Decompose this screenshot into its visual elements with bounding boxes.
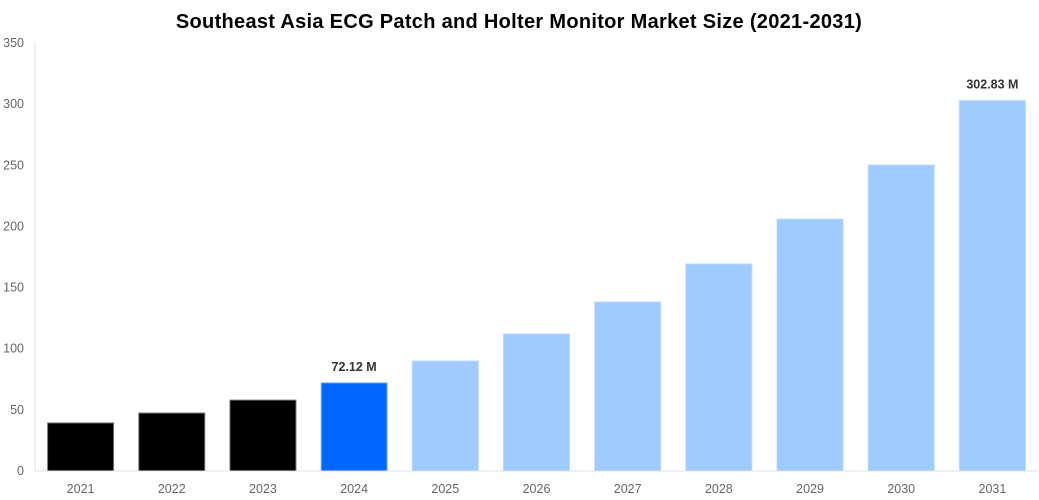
y-tick-label: 50 xyxy=(10,403,24,417)
bars: 72.12 M 302.83 M xyxy=(47,78,1026,472)
y-tick-label: 0 xyxy=(17,464,24,478)
chart-title: Southeast Asia ECG Patch and Holter Moni… xyxy=(176,11,862,33)
bar-2023 xyxy=(229,399,297,472)
data-label: 72.12 M xyxy=(332,360,377,374)
y-tick-label: 100 xyxy=(3,342,24,356)
y-tick-label: 150 xyxy=(3,281,24,295)
bar-2024 xyxy=(320,382,388,472)
x-tick-label: 2023 xyxy=(249,482,277,496)
x-tick-label: 2022 xyxy=(158,482,186,496)
bar-2025 xyxy=(411,360,479,472)
y-tick-label: 250 xyxy=(3,158,24,172)
bar-2026 xyxy=(503,333,570,472)
x-tick-label: 2028 xyxy=(705,482,733,496)
bar-2031 xyxy=(958,100,1026,472)
bar-2028 xyxy=(685,263,753,472)
x-tick-label: 2027 xyxy=(614,482,642,496)
y-axis: 0 50 100 150 200 250 300 350 xyxy=(3,36,36,478)
x-tick-label: 2024 xyxy=(340,482,368,496)
x-tick-label: 2021 xyxy=(67,482,95,496)
y-tick-label: 350 xyxy=(3,36,24,50)
y-tick-label: 200 xyxy=(3,219,24,233)
x-tick-label: 2026 xyxy=(523,482,551,496)
bar-2030 xyxy=(867,164,935,472)
x-tick-label: 2030 xyxy=(887,482,915,496)
bar-2027 xyxy=(594,301,662,472)
data-label: 302.83 M xyxy=(966,78,1018,92)
x-tick-label: 2029 xyxy=(796,482,824,496)
x-tick-label: 2025 xyxy=(431,482,459,496)
x-axis: 2021 2022 2023 2024 2025 2026 2027 2028 2029 2030… xyxy=(35,470,1038,496)
bar-2029 xyxy=(776,218,844,472)
x-tick-label: 2031 xyxy=(979,482,1007,496)
bar-2021 xyxy=(47,422,115,472)
bar-2022 xyxy=(138,412,206,472)
y-tick-label: 300 xyxy=(3,97,24,111)
